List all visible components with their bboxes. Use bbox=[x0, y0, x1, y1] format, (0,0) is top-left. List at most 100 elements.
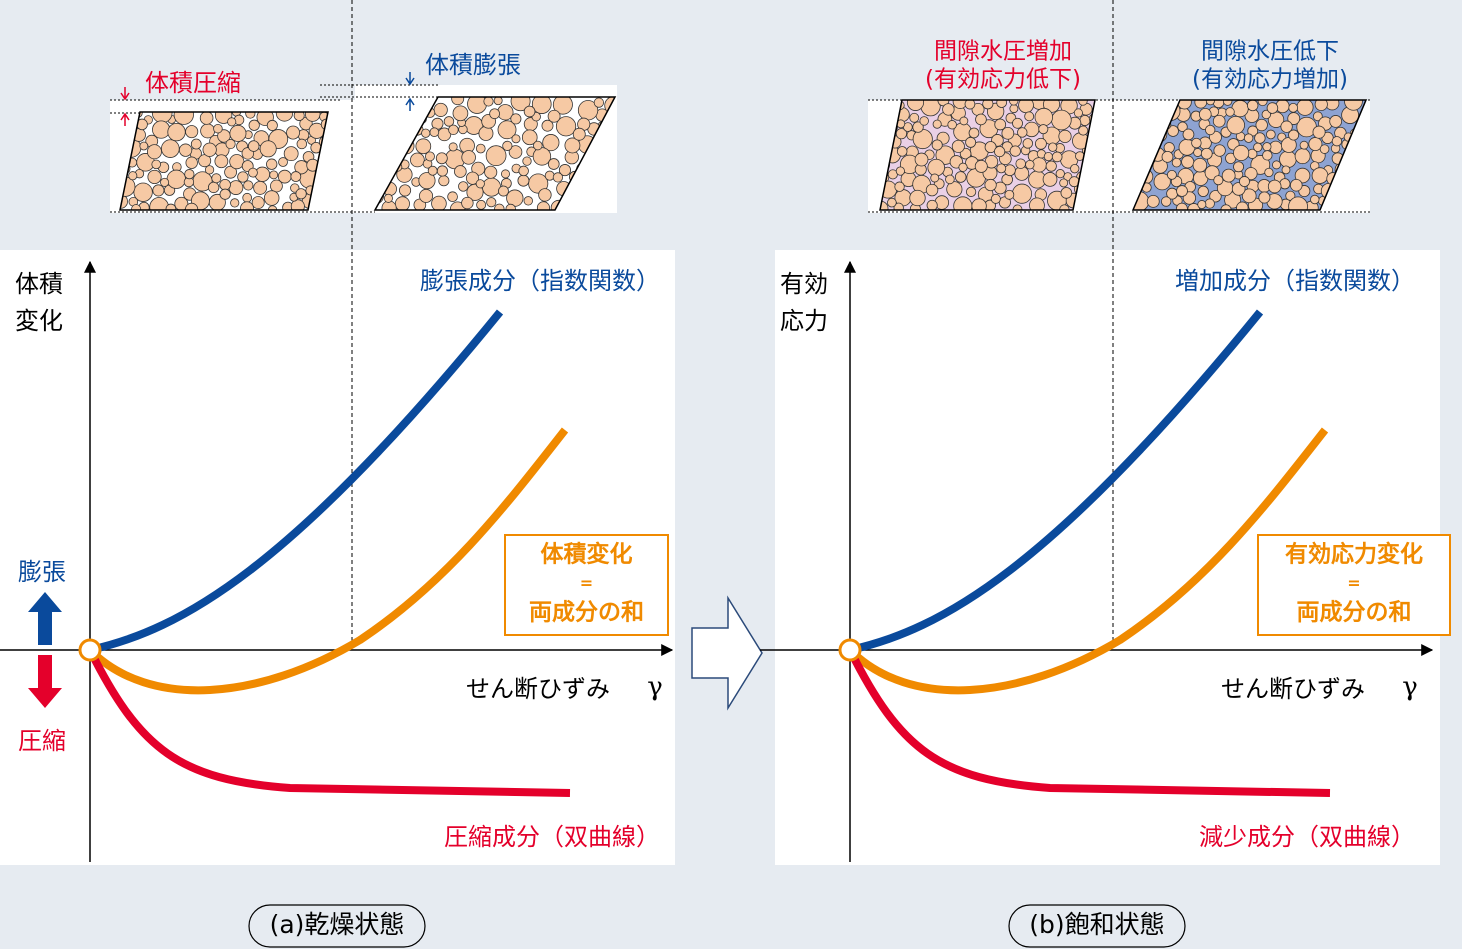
grain bbox=[1160, 196, 1172, 207]
grain bbox=[1073, 108, 1083, 118]
grain bbox=[984, 178, 997, 192]
grain bbox=[394, 196, 410, 210]
grain bbox=[521, 129, 538, 146]
grain bbox=[415, 138, 432, 155]
grain bbox=[275, 112, 294, 122]
grain bbox=[493, 97, 503, 106]
grain bbox=[510, 113, 522, 125]
grain bbox=[1266, 129, 1276, 140]
grain bbox=[1192, 157, 1208, 173]
grain bbox=[1329, 115, 1343, 128]
grain bbox=[1319, 144, 1330, 154]
grain bbox=[1198, 108, 1212, 121]
grain bbox=[887, 197, 897, 208]
grain bbox=[1264, 167, 1274, 178]
y-axis-label: 変化 bbox=[15, 307, 63, 335]
grain bbox=[990, 193, 1001, 204]
arrow bbox=[405, 97, 415, 111]
grain bbox=[968, 127, 980, 139]
grain bbox=[476, 199, 487, 210]
grain bbox=[190, 138, 202, 150]
grain bbox=[965, 136, 977, 148]
sample-label: 体積膨張 bbox=[425, 51, 521, 79]
grain bbox=[1146, 194, 1160, 208]
arrow bbox=[120, 87, 130, 101]
grain bbox=[927, 158, 946, 177]
grain bbox=[165, 203, 177, 210]
grain bbox=[1193, 148, 1203, 157]
grain bbox=[204, 165, 215, 175]
grain bbox=[448, 124, 459, 136]
grain bbox=[290, 183, 300, 193]
grain bbox=[552, 172, 563, 183]
grain bbox=[1344, 100, 1363, 111]
grain bbox=[1244, 167, 1258, 181]
grain bbox=[1175, 202, 1188, 210]
grain bbox=[149, 197, 169, 210]
grain bbox=[541, 119, 554, 132]
grain bbox=[173, 112, 194, 125]
grain bbox=[139, 141, 149, 151]
grain bbox=[1205, 124, 1216, 136]
grain bbox=[1176, 185, 1188, 197]
grain bbox=[161, 139, 180, 158]
grain bbox=[1258, 191, 1271, 204]
grain bbox=[572, 127, 586, 141]
grain bbox=[1024, 111, 1035, 122]
grain bbox=[1299, 140, 1309, 150]
grain bbox=[133, 182, 153, 202]
grain bbox=[1296, 100, 1314, 116]
x-axis-symbol: γ bbox=[1402, 672, 1418, 702]
grain bbox=[1204, 198, 1215, 209]
grain bbox=[277, 169, 292, 184]
grain bbox=[484, 165, 498, 179]
grain bbox=[1194, 100, 1208, 109]
grain bbox=[946, 181, 963, 198]
grain bbox=[1279, 150, 1297, 169]
grain bbox=[1171, 157, 1182, 168]
grain bbox=[202, 142, 217, 157]
grain bbox=[1331, 136, 1343, 147]
grain bbox=[451, 97, 465, 106]
grain bbox=[1045, 160, 1057, 172]
grain bbox=[974, 159, 988, 173]
grain bbox=[211, 173, 222, 184]
grain bbox=[427, 165, 438, 176]
grain bbox=[286, 125, 301, 140]
grain bbox=[1034, 137, 1047, 150]
grain bbox=[544, 170, 555, 181]
sum-box-text: 有効応力変化 bbox=[1285, 541, 1423, 568]
grain bbox=[465, 171, 480, 185]
sample-label: (有効応力増加) bbox=[1192, 67, 1348, 93]
grain bbox=[506, 189, 524, 207]
caption-frame bbox=[248, 904, 426, 948]
sum-box-text: 両成分の和 bbox=[529, 600, 644, 626]
grain bbox=[1166, 169, 1177, 180]
grain bbox=[1275, 100, 1290, 114]
sample-label: 体積圧縮 bbox=[145, 69, 241, 97]
grain bbox=[213, 123, 223, 134]
grain bbox=[994, 146, 1006, 158]
grain bbox=[1314, 100, 1328, 111]
grain bbox=[1197, 200, 1207, 210]
grain bbox=[269, 170, 279, 180]
grain bbox=[178, 143, 193, 157]
grain bbox=[964, 100, 976, 110]
sum-box bbox=[504, 534, 669, 636]
grain bbox=[1012, 117, 1023, 129]
grain bbox=[1261, 109, 1271, 120]
grain bbox=[1058, 129, 1072, 143]
grain bbox=[185, 125, 199, 139]
grain bbox=[1042, 172, 1058, 187]
sample-label: 間隙水圧増加 bbox=[934, 39, 1072, 65]
grain bbox=[418, 172, 436, 190]
grain bbox=[498, 185, 509, 197]
grain bbox=[174, 196, 189, 210]
grain bbox=[433, 102, 448, 117]
grain bbox=[240, 201, 254, 210]
grain bbox=[932, 119, 942, 129]
caption-frame bbox=[1008, 904, 1186, 948]
grain bbox=[510, 97, 531, 112]
grain bbox=[1048, 142, 1058, 152]
grain bbox=[147, 169, 162, 185]
